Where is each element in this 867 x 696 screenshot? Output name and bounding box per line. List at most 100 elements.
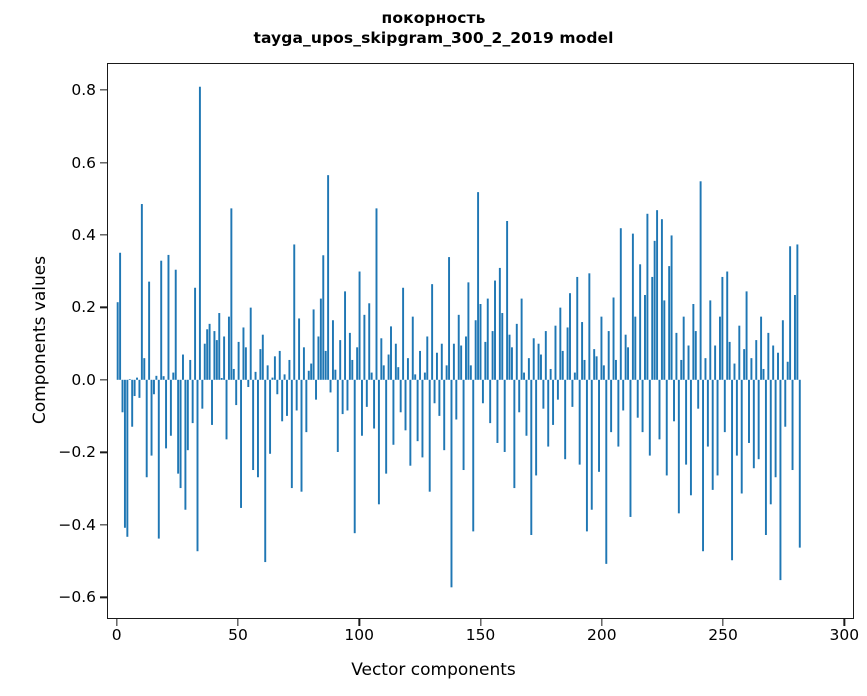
bar xyxy=(668,266,671,380)
bar xyxy=(549,368,552,380)
y-tick-mark xyxy=(100,306,107,309)
bar xyxy=(148,281,151,380)
bar xyxy=(435,352,438,380)
bar xyxy=(307,370,310,380)
bar xyxy=(564,379,567,460)
bar xyxy=(196,379,199,552)
bar xyxy=(767,332,770,380)
bar xyxy=(361,379,363,436)
bar xyxy=(341,379,344,415)
bar xyxy=(252,379,255,471)
bar xyxy=(150,379,153,456)
bar xyxy=(225,379,228,440)
bar xyxy=(457,314,460,380)
bar xyxy=(201,379,204,409)
bar xyxy=(774,379,777,478)
bar xyxy=(319,298,322,380)
bar xyxy=(588,273,591,380)
bar xyxy=(305,379,308,433)
bar xyxy=(218,313,221,380)
y-tick-label: 0.0 xyxy=(71,370,96,389)
bar xyxy=(143,358,146,380)
x-tick-mark xyxy=(722,619,724,626)
bar xyxy=(489,379,492,424)
x-tick-label: 100 xyxy=(344,626,375,644)
bar xyxy=(397,367,400,380)
bar xyxy=(276,379,279,395)
bar xyxy=(605,379,608,564)
bar xyxy=(160,260,163,380)
bar xyxy=(634,316,637,380)
y-tick-mark xyxy=(100,524,107,526)
x-tick-mark xyxy=(358,619,360,626)
bar xyxy=(271,377,274,380)
bar xyxy=(540,354,542,380)
bar xyxy=(598,379,600,472)
x-tick-label: 300 xyxy=(829,626,860,644)
bar xyxy=(631,233,634,380)
bar xyxy=(694,331,697,380)
bar xyxy=(665,379,668,476)
chart-title: покорность tayga_upos_skipgram_300_2_201… xyxy=(0,8,867,49)
bar xyxy=(636,379,639,418)
bar xyxy=(406,358,409,380)
bar xyxy=(481,379,484,404)
bar xyxy=(576,276,579,380)
bar xyxy=(365,379,368,407)
bar xyxy=(769,379,772,505)
bar xyxy=(781,320,784,380)
bar xyxy=(723,379,726,433)
bar xyxy=(145,379,148,478)
bar xyxy=(503,379,506,452)
bar xyxy=(419,350,421,380)
x-tick-label: 200 xyxy=(586,626,617,644)
bar xyxy=(264,379,267,563)
bar xyxy=(339,340,342,380)
y-tick-label: 0.8 xyxy=(71,81,96,100)
bar xyxy=(232,368,235,380)
bar xyxy=(247,379,250,388)
bar xyxy=(322,255,325,380)
bar xyxy=(653,240,656,380)
y-tick-label: −0.6 xyxy=(58,588,96,607)
bar xyxy=(327,175,330,380)
bar xyxy=(670,235,673,380)
y-tick-label: 0.6 xyxy=(71,153,96,172)
bar xyxy=(740,379,743,494)
bar xyxy=(484,341,487,380)
bar xyxy=(735,379,738,456)
bar xyxy=(474,320,477,380)
bar xyxy=(501,313,504,380)
y-axis-label: Components values xyxy=(30,255,50,425)
bar xyxy=(140,204,143,380)
bar xyxy=(477,192,480,380)
bar xyxy=(465,336,467,380)
bar xyxy=(699,181,702,380)
bar xyxy=(646,213,649,380)
bar xyxy=(472,379,475,532)
bar xyxy=(191,379,194,424)
bar xyxy=(793,294,796,380)
bar xyxy=(298,318,301,380)
bar xyxy=(641,379,644,433)
bar xyxy=(680,359,683,380)
bar xyxy=(711,379,714,490)
bar xyxy=(687,345,690,380)
bar xyxy=(750,358,753,380)
bar xyxy=(244,347,247,380)
bar xyxy=(496,379,499,443)
bar xyxy=(230,208,233,380)
bar xyxy=(152,379,155,395)
bar xyxy=(186,379,189,451)
bar xyxy=(254,371,257,380)
bar-series xyxy=(116,86,801,588)
bar xyxy=(622,379,625,411)
y-tick-label: 0.2 xyxy=(71,298,96,317)
bar xyxy=(182,354,184,380)
bar xyxy=(169,379,172,436)
bar xyxy=(491,331,494,380)
bar xyxy=(189,359,192,380)
bar xyxy=(380,338,383,380)
y-tick-mark xyxy=(100,234,107,236)
